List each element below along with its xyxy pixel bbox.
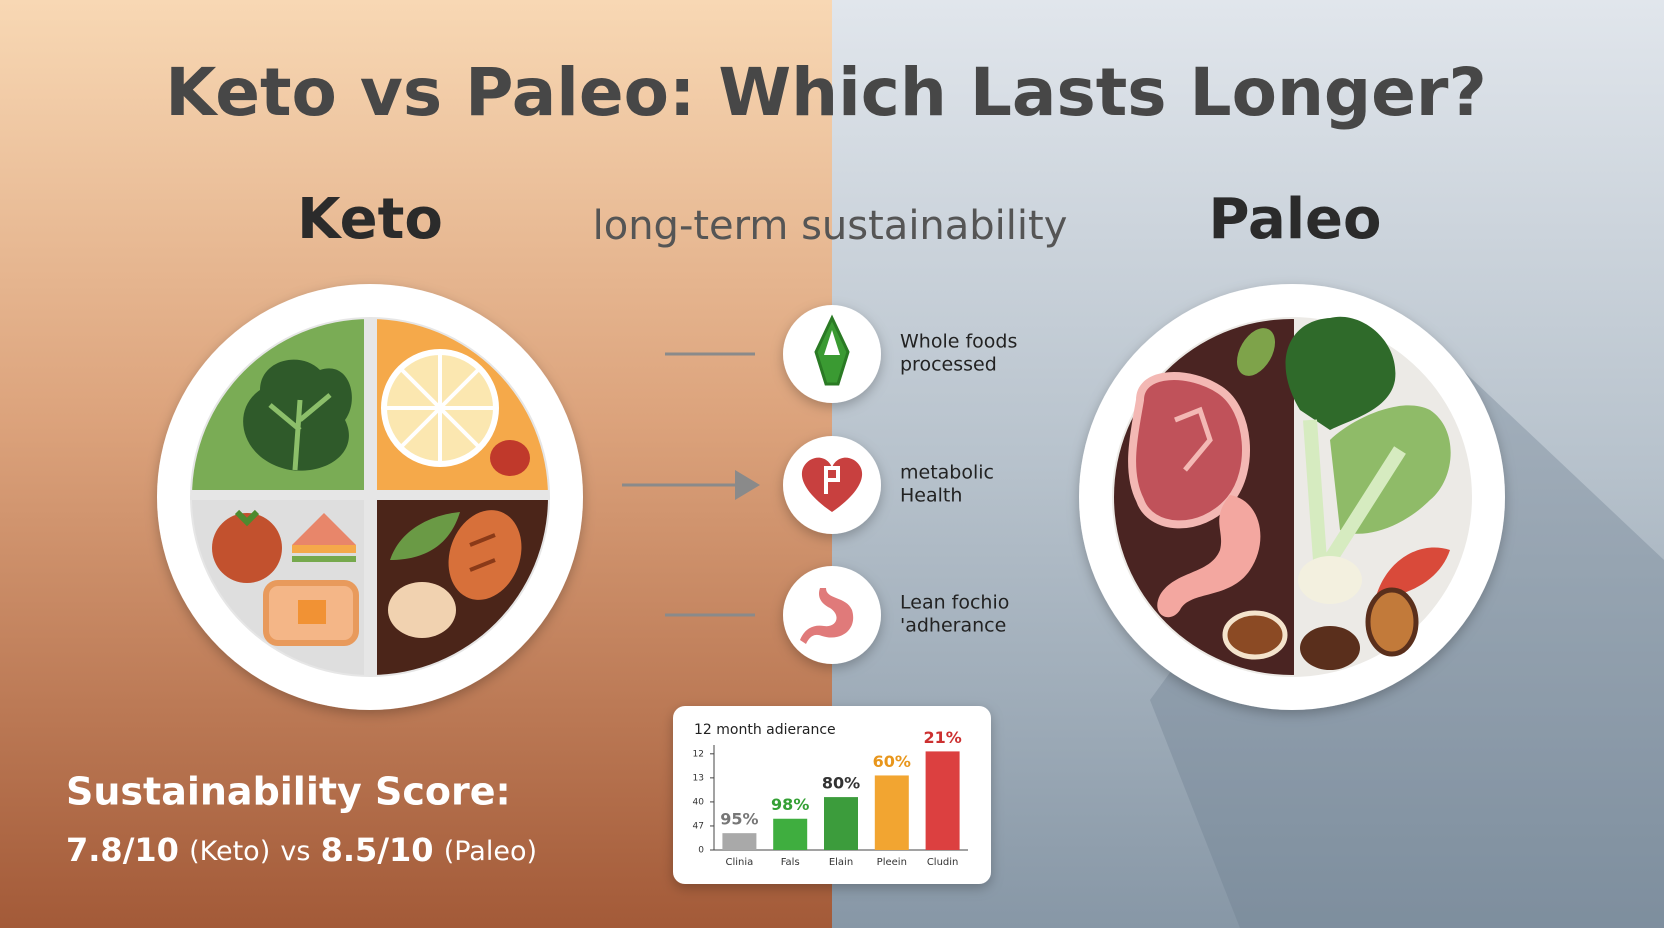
- x-tick-label: Fals: [781, 857, 800, 868]
- bar: [925, 751, 960, 850]
- paleo-score: 8.5/10: [321, 831, 434, 869]
- y-tick-label: 47: [693, 821, 704, 831]
- item-text: Lean fochio: [900, 592, 1009, 614]
- keto-score: 7.8/10: [66, 831, 179, 869]
- keto-tag: (Keto): [189, 836, 270, 867]
- bar-label: 95%: [720, 810, 758, 829]
- x-tick-label: Pleein: [877, 857, 907, 868]
- bar: [874, 775, 909, 850]
- arrow-head: [735, 470, 760, 500]
- left-heading: Keto: [297, 187, 443, 252]
- icon-stomach: [783, 566, 881, 664]
- item-text: processed: [900, 354, 997, 376]
- y-tick-label: 12: [693, 749, 704, 759]
- chart-title: 12 month adierance: [694, 722, 836, 738]
- bar-chart: 0 47 40 13 12 Clinia 95% Fals 98% Elain 80% Pleein 6…: [693, 728, 968, 868]
- x-tick-label: Elain: [829, 857, 853, 868]
- bar-label: 98%: [771, 795, 809, 814]
- item-text: 'adherance: [900, 615, 1006, 637]
- x-tick-label: Cludin: [927, 857, 959, 868]
- y-tick-label: 13: [693, 773, 704, 783]
- item-text: metabolic: [900, 462, 994, 484]
- item-text: Whole foods: [900, 331, 1017, 353]
- paleo-tag: (Paleo): [444, 836, 537, 867]
- center-heading: long-term sustainability: [593, 203, 1068, 249]
- bar: [773, 818, 808, 850]
- bar-label: 21%: [923, 728, 961, 747]
- score-line: 7.8/10 (Keto) vs 8.5/10 (Paleo): [66, 831, 537, 869]
- paleo-plate: [1079, 284, 1505, 710]
- keto-plate: [157, 284, 583, 710]
- item-text: Health: [900, 485, 962, 507]
- bar-label: 60%: [873, 752, 911, 771]
- icon-leaf: [783, 305, 881, 403]
- title: Keto vs Paleo: Which Lasts Longer?: [165, 54, 1487, 131]
- icon-heart: [783, 436, 881, 534]
- right-heading: Paleo: [1209, 187, 1382, 252]
- score-label: Sustainability Score:: [66, 770, 511, 814]
- x-tick-label: Clinia: [726, 857, 754, 868]
- vs: vs: [280, 836, 310, 867]
- bar: [722, 833, 757, 850]
- y-tick-label: 0: [698, 846, 704, 856]
- bar-label: 80%: [822, 774, 860, 793]
- y-tick-label: 40: [693, 797, 705, 807]
- bar: [824, 797, 858, 850]
